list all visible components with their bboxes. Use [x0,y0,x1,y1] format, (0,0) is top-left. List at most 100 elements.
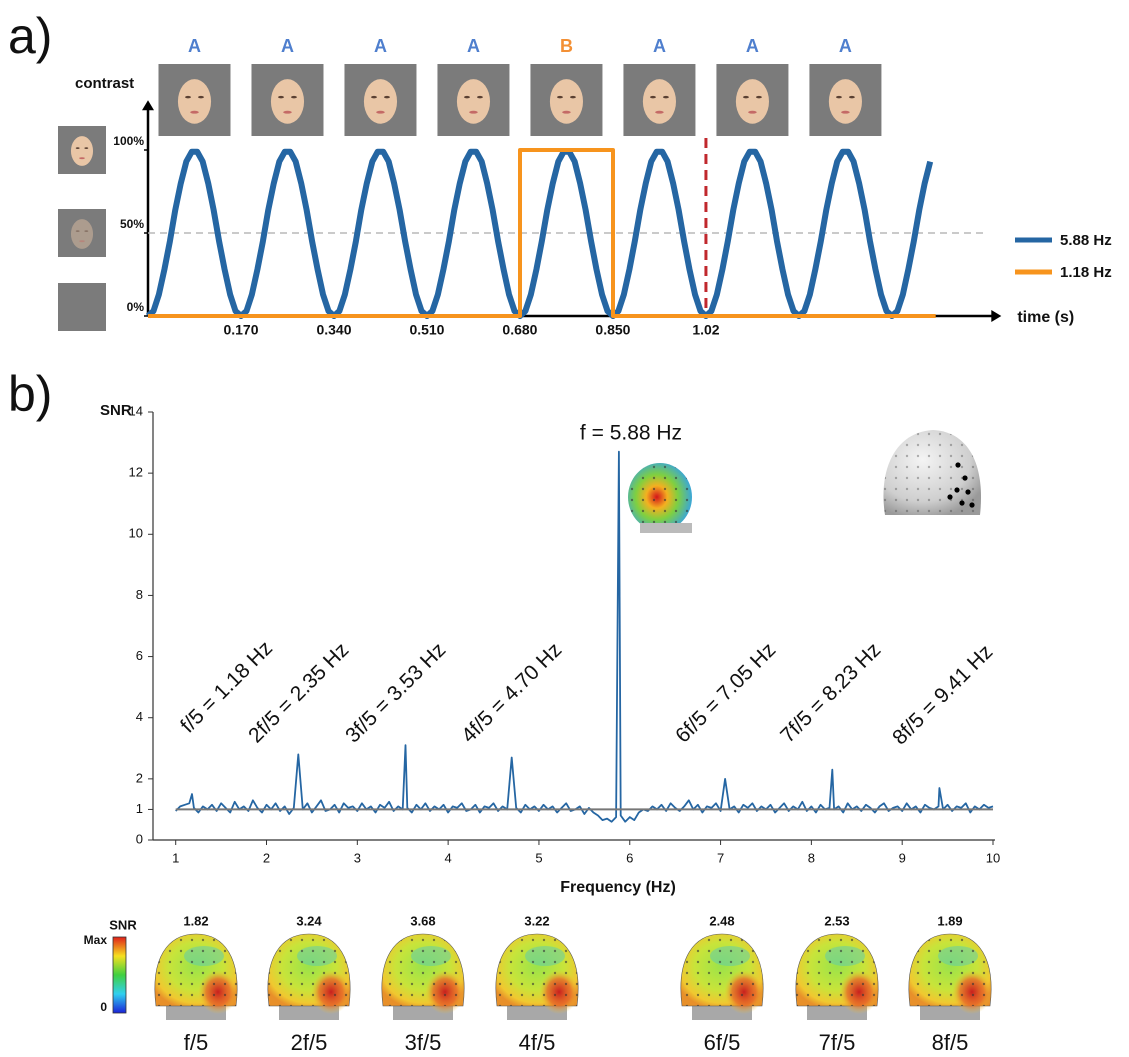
legend-label: 1.18 Hz [1060,264,1112,281]
x-tick-label: 0.680 [502,322,537,338]
y-axis-label: SNR [100,402,132,419]
topo-value: 1.89 [937,913,962,928]
electrode [954,487,960,493]
face-image [84,304,88,306]
face-image [376,110,385,114]
topo-electrodes [381,934,465,1006]
topo-electrodes [680,934,764,1006]
y-tick-label: 12 [129,465,143,480]
topo-electrodes [795,934,879,1006]
axis-arrow [991,310,1002,322]
series-line [175,450,994,823]
face-image [650,95,656,99]
topo-label: 7f/5 [819,1030,856,1055]
face-image [291,95,297,99]
y-tick-label: 8 [136,587,143,602]
y-tick-label: 6 [136,648,143,663]
y-axis-label: contrast [75,75,134,92]
face-image [79,157,85,160]
colorbar-title: SNR [109,917,137,932]
stimulus-letter: B [560,36,573,56]
y-tick-label: 0 [136,831,143,846]
x-tick-label: 6 [626,850,633,865]
electrode [947,494,953,500]
harmonic-label: 3f/5 = 3.53 Hz [341,638,450,747]
x-tick-label: 3 [354,850,361,865]
y-tick-label: 10 [129,526,143,541]
topo-label: 8f/5 [932,1030,969,1055]
face-image [70,136,94,166]
colorbar [112,936,127,1014]
face-image [557,95,563,99]
x-tick-label: 0.510 [409,322,444,338]
face-image [79,314,85,316]
face-image [849,95,855,99]
face-image [270,79,305,124]
harmonic-label: 7f/5 = 8.23 Hz [776,638,885,747]
x-tick-label: 0.850 [595,322,630,338]
topo-label: 3f/5 [405,1030,442,1055]
axis-arrow [142,100,154,111]
x-axis-label: time (s) [1017,309,1074,326]
topo-inset [640,523,692,533]
x-tick-label: 2 [263,850,270,865]
face-image [655,110,664,114]
topo-electrodes [495,934,579,1006]
topo-electrodes [267,934,351,1006]
x-tick-label: 9 [899,850,906,865]
face-image [562,110,571,114]
electrode [962,475,968,481]
series-line [148,148,936,318]
face-image [841,110,850,114]
face-image [58,283,106,331]
topo-electrodes [908,934,992,1006]
harmonic-label: 4f/5 = 4.70 Hz [457,638,566,747]
electrode [955,462,961,468]
face-image [828,79,862,124]
topo-value: 3.68 [410,913,435,928]
face-image [185,95,191,99]
topo-label: 4f/5 [519,1030,556,1055]
y-tick-label: 100% [113,134,144,148]
face-image [84,230,89,232]
x-tick-label: 8 [808,850,815,865]
topo-value: 2.48 [709,913,734,928]
face-image [84,147,89,149]
stimulus-letter: A [374,36,387,56]
face-image [177,79,212,124]
x-tick-label: 0.340 [316,322,351,338]
y-tick-label: 2 [136,770,143,785]
face-image [278,95,284,99]
face-image [743,95,749,99]
topo-value: 2.53 [824,913,849,928]
face-image [71,293,93,323]
face-image [549,79,584,124]
face-image [663,95,669,99]
electrode [959,500,965,506]
face-image [75,230,80,232]
face-image [283,110,292,114]
face-image [477,95,483,99]
face-image [70,219,94,249]
x-tick-label: 1 [172,850,179,865]
face-image [76,304,80,306]
head-inset [883,430,982,515]
face-image [456,79,491,124]
face-image [75,147,80,149]
topo-label: 6f/5 [704,1030,741,1055]
topo-label: 2f/5 [291,1030,328,1055]
colorbar-min: 0 [100,1000,107,1014]
face-image [748,110,757,114]
y-tick-label: 0% [127,300,145,314]
face-image [384,95,390,99]
face-image [58,209,106,257]
panel-label: b) [8,366,52,422]
face-image [190,110,199,114]
face-image [836,95,842,99]
face-image [469,110,478,114]
stimulus-letter: A [839,36,852,56]
stimulus-letter: A [467,36,480,56]
y-tick-label: 14 [129,403,143,418]
panel-label: a) [8,8,52,64]
